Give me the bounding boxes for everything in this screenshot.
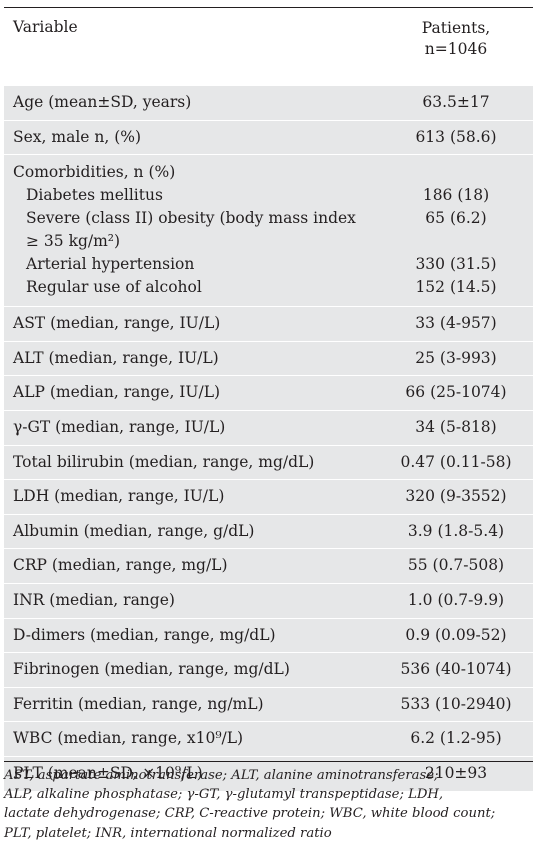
table-row: ALT (median, range, IU/L) 25 (3-993) <box>4 340 533 376</box>
row-label: Albumin (median, range, g/dL) <box>4 513 389 549</box>
table-row: γ-GT (median, range, IU/L) 34 (5-818) <box>4 409 533 446</box>
comorbidity-obesity-value: 65 (6.2) <box>425 209 487 228</box>
comorbidities-labels: Comorbidities, n (%) Diabetes mellitus S… <box>4 154 389 307</box>
comorbidity-diabetes-value: 186 (18) <box>422 186 490 205</box>
footnote-line: AST, aspartate aminotransferase; ALT, al… <box>4 768 439 783</box>
header-patients: Patients, n=1046 <box>389 7 533 86</box>
row-value: 320 (9-3552) <box>389 479 533 515</box>
table-row: AST (median, range, IU/L) 33 (4-957) <box>4 306 533 342</box>
row-label: Ferritin (median, range, ng/mL) <box>4 686 389 722</box>
row-value: 533 (10-2940) <box>389 686 533 722</box>
row-value: 63.5±17 <box>389 85 533 121</box>
footnote-line: lactate dehydrogenase; CRP, C-reactive p… <box>4 806 496 822</box>
row-value: 536 (40-1074) <box>389 652 533 688</box>
row-value: 613 (58.6) <box>389 119 533 155</box>
comorbidity-hypertension-value: 330 (31.5) <box>415 255 497 274</box>
table-row: INR (median, range) 1.0 (0.7-9.9) <box>4 582 533 619</box>
table-row: Fibrinogen (median, range, mg/dL) 536 (4… <box>4 652 533 688</box>
row-label: Fibrinogen (median, range, mg/dL) <box>4 652 389 688</box>
comorbidities-title: Comorbidities, n (%) <box>13 163 176 182</box>
row-value: 0.9 (0.09-52) <box>389 617 533 653</box>
patient-characteristics-table: Variable Patients, n=1046 Age (mean±SD, … <box>4 7 533 791</box>
table-row: Albumin (median, range, g/dL) 3.9 (1.8-5… <box>4 513 533 549</box>
row-label: WBC (median, range, x10⁹/L) <box>4 721 389 757</box>
row-label: Sex, male n, (%) <box>4 119 389 155</box>
comorbidity-hypertension: Arterial hypertension <box>26 255 195 274</box>
row-value: 34 (5-818) <box>389 409 533 446</box>
table-row: Total bilirubin (median, range, mg/dL) 0… <box>4 444 533 480</box>
table-row: ALP (median, range, IU/L) 66 (25-1074) <box>4 375 533 411</box>
table-top-rule <box>4 7 533 8</box>
comorbidity-alcohol: Regular use of alcohol <box>26 278 202 297</box>
row-label: INR (median, range) <box>4 582 389 619</box>
table-row-comorbidities: Comorbidities, n (%) Diabetes mellitus S… <box>4 154 533 307</box>
table-row: Ferritin (median, range, ng/mL) 533 (10-… <box>4 686 533 722</box>
row-value: 6.2 (1.2-95) <box>389 721 533 757</box>
table-row: LDH (median, range, IU/L) 320 (9-3552) <box>4 479 533 515</box>
table-row: WBC (median, range, x10⁹/L) 6.2 (1.2-95) <box>4 721 533 757</box>
row-value: 1.0 (0.7-9.9) <box>389 582 533 619</box>
table-row: D-dimers (median, range, mg/dL) 0.9 (0.0… <box>4 617 533 653</box>
row-label: D-dimers (median, range, mg/dL) <box>4 617 389 653</box>
table-row-sex: Sex, male n, (%) 613 (58.6) <box>4 119 533 155</box>
header-patients-line2: n=1046 <box>424 40 488 58</box>
table-header-row: Variable Patients, n=1046 <box>4 7 533 86</box>
footnote-line: ALP, alkaline phosphatase; γ-GT, γ-gluta… <box>4 787 444 803</box>
table-bottom-rule <box>4 761 533 762</box>
row-value: 0.47 (0.11-58) <box>389 444 533 480</box>
row-value: 33 (4-957) <box>389 306 533 342</box>
row-label: γ-GT (median, range, IU/L) <box>4 409 389 446</box>
row-label: LDH (median, range, IU/L) <box>4 479 389 515</box>
row-label: ALP (median, range, IU/L) <box>4 375 389 411</box>
row-value: 66 (25-1074) <box>389 375 533 411</box>
table-footnote: AST, aspartate aminotransferase; ALT, al… <box>4 766 524 843</box>
row-value: 3.9 (1.8-5.4) <box>389 513 533 549</box>
row-label: Total bilirubin (median, range, mg/dL) <box>4 444 389 480</box>
header-variable: Variable <box>13 18 78 36</box>
comorbidities-values: 186 (18) 65 (6.2) 330 (31.5) 152 (14.5) <box>389 154 533 307</box>
comorbidity-diabetes: Diabetes mellitus <box>26 186 163 205</box>
comorbidity-obesity-line1: Severe (class II) obesity (body mass ind… <box>26 209 356 228</box>
row-label: ALT (median, range, IU/L) <box>4 340 389 376</box>
row-label: CRP (median, range, mg/L) <box>4 548 389 584</box>
footnote-line: PLT, platelet; INR, international normal… <box>4 825 332 841</box>
row-label: AST (median, range, IU/L) <box>4 306 389 342</box>
row-value: 25 (3-993) <box>389 340 533 376</box>
row-label: PLT (mean±SD, ×10⁹/L) <box>4 755 389 791</box>
table-row: CRP (median, range, mg/L) 55 (0.7-508) <box>4 548 533 584</box>
row-label: Age (mean±SD, years) <box>4 85 389 121</box>
header-patients-line1: Patients, <box>421 19 491 37</box>
comorbidity-alcohol-value: 152 (14.5) <box>415 278 497 297</box>
comorbidity-obesity-line2: ≥ 35 kg/m²) <box>26 232 121 251</box>
table-row-age: Age (mean±SD, years) 63.5±17 <box>4 85 533 121</box>
row-value: 55 (0.7-508) <box>389 548 533 584</box>
